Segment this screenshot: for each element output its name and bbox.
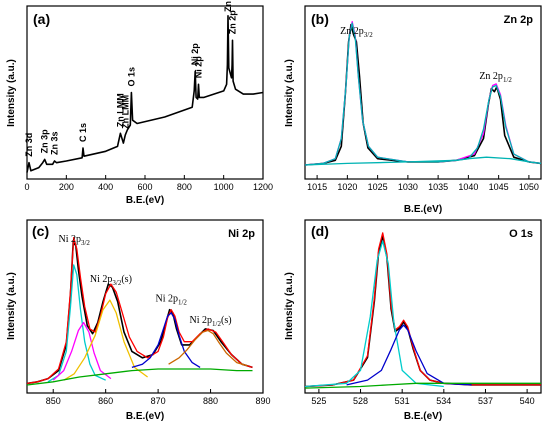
- panel-b-title: Zn 2p: [504, 14, 534, 26]
- panel-c-peak-annotation: Ni 2p3/2: [58, 234, 90, 247]
- annotation-main: Ni 2p: [90, 274, 113, 285]
- annotation-subscript: 1/2: [178, 299, 187, 307]
- panel-d-series-line: [304, 382, 541, 389]
- panel-b-xtick-label: 1035: [428, 182, 448, 192]
- panel-d-xtick-label: 540: [520, 396, 535, 406]
- panel-d-xtick-label: 531: [395, 396, 410, 406]
- panel-b-zn2p: (b) Zn 2p B.E.(eV) Intensity (a.u.) 1015…: [284, 5, 542, 215]
- panel-b-label: (b): [311, 11, 329, 27]
- annotation-subscript: 3/2: [364, 31, 373, 39]
- panel-a-label: (a): [33, 11, 50, 27]
- panel-a-peak-label: Zn 2p: [223, 0, 233, 12]
- panel-b-series-line: [304, 23, 542, 166]
- panel-d-series-line: [346, 324, 472, 386]
- panel-d-xtick-label: 534: [436, 396, 451, 406]
- panel-c-ni2p: (c) Ni 2p B.E.(eV) Intensity (a.u.) 850 8…: [6, 219, 271, 422]
- panel-d-label: (d): [311, 223, 329, 239]
- panel-b-xtick-label: 1015: [307, 182, 327, 192]
- panel-c-series-line: [168, 329, 248, 367]
- annotation-subscript: 3/2: [81, 239, 90, 247]
- panel-c-series-line: [26, 236, 253, 385]
- panel-c-xtick-label: 850: [46, 396, 61, 406]
- panel-d-title: O 1s: [509, 228, 533, 240]
- panel-b-series-line: [304, 84, 542, 166]
- panel-d-xtick-label: 528: [353, 396, 368, 406]
- panel-b-xtick-label: 1045: [489, 182, 509, 192]
- annotation-main: Zn 2p: [340, 26, 364, 37]
- panel-a-xtick-label: 800: [177, 182, 192, 192]
- annotation-main: Ni 2p: [155, 294, 178, 305]
- panel-a-peak-label: Zn 3s: [50, 131, 60, 155]
- panel-c-title: Ni 2p: [228, 228, 255, 240]
- panel-b-xtick-label: 1030: [398, 182, 418, 192]
- panel-c-peak-annotation: Ni 2p3/2(s): [90, 274, 132, 287]
- panel-a-xlabel: B.E.(eV): [126, 195, 164, 206]
- panel-c-series-line: [52, 321, 112, 381]
- panel-b-xtick-label: 1040: [458, 182, 478, 192]
- panel-a-peak-label: Ni 2p: [194, 56, 204, 79]
- panel-b-peak-annotation: Zn 2p1/2: [479, 71, 512, 84]
- annotation-suffix: (s): [221, 315, 232, 326]
- panel-a-xtick-label: 1200: [253, 182, 273, 192]
- panel-c-series-line: [47, 264, 106, 383]
- panel-c-xtick-label: 870: [151, 396, 166, 406]
- panel-b-frame: [304, 5, 542, 180]
- annotation-subscript: 1/2: [212, 320, 221, 328]
- panel-c-peak-annotation: Ni 2p1/2: [155, 294, 187, 307]
- panel-c-series-line: [63, 299, 148, 381]
- panel-d-xlabel: B.E.(eV): [404, 411, 442, 422]
- panel-d-frame: [304, 219, 542, 394]
- panel-d-series-line: [304, 232, 541, 388]
- panel-a-peak-label: O 1s: [126, 67, 136, 87]
- panel-a-series-line: [26, 15, 264, 173]
- panel-d-ylabel: Intensity (a.u.): [284, 272, 295, 340]
- panel-c-series-line: [26, 368, 253, 386]
- panel-a-xtick-label: 400: [98, 182, 113, 192]
- annotation-subscript: 3/2: [112, 279, 121, 287]
- panel-a-peak-label: Zn 2p: [228, 10, 238, 35]
- panel-a-xtick-label: 200: [59, 182, 74, 192]
- panel-a-peak-label: Zn 3p: [40, 129, 50, 154]
- panel-a-ylabel: Intensity (a.u.): [6, 59, 17, 127]
- panel-b-xtick-label: 1020: [337, 182, 357, 192]
- annotation-main: Ni 2p: [58, 234, 81, 245]
- panel-d-series-line: [304, 240, 444, 388]
- panel-c-xtick-label: 860: [98, 396, 113, 406]
- panel-b-xtick-label: 1050: [519, 182, 539, 192]
- panel-b-xtick-label: 1025: [368, 182, 388, 192]
- panel-c-ylabel: Intensity (a.u.): [6, 272, 17, 340]
- panel-c-label: (c): [32, 223, 49, 239]
- panel-a-peak-label: C 1s: [78, 123, 88, 142]
- panel-c-frame: [26, 219, 264, 394]
- panel-d-xtick-label: 525: [311, 396, 326, 406]
- panel-a-xtick-label: 0: [24, 182, 29, 192]
- annotation-suffix: (s): [121, 274, 132, 285]
- annotation-main: Ni 2p: [190, 315, 213, 326]
- panel-d-o1s: (d) O 1s B.E.(eV) Intensity (a.u.) 525 52…: [284, 219, 542, 422]
- panel-b-series-line: [304, 22, 542, 166]
- panel-a-peak-label: Zn 3d: [24, 133, 34, 157]
- panel-a-peak-label: Ni 2p: [190, 43, 200, 66]
- panel-b-xlabel: B.E.(eV): [404, 204, 442, 215]
- annotation-subscript: 1/2: [503, 76, 512, 84]
- panel-b-peak-annotation: Zn 2p3/2: [340, 26, 373, 39]
- panel-a-peak-label: Zn LMM: [115, 93, 125, 127]
- panel-a-xtick-label: 600: [137, 182, 152, 192]
- panel-c-xlabel: B.E.(eV): [126, 411, 164, 422]
- panel-c-xtick-label: 890: [255, 396, 270, 406]
- panel-a-xtick-label: 1000: [214, 182, 234, 192]
- panel-d-xtick-label: 537: [478, 396, 493, 406]
- annotation-main: Zn 2p: [479, 71, 503, 82]
- panel-c-series-line: [131, 312, 201, 369]
- panel-c-peak-annotation: Ni 2p1/2(s): [190, 315, 232, 328]
- panel-a-survey: (a) B.E.(eV) Intensity (a.u.) 0 200 400 600…: [6, 0, 273, 206]
- panel-b-ylabel: Intensity (a.u.): [284, 59, 295, 127]
- panel-a-peak-label: Zn LMM: [120, 95, 130, 129]
- panel-c-xtick-label: 880: [203, 396, 218, 406]
